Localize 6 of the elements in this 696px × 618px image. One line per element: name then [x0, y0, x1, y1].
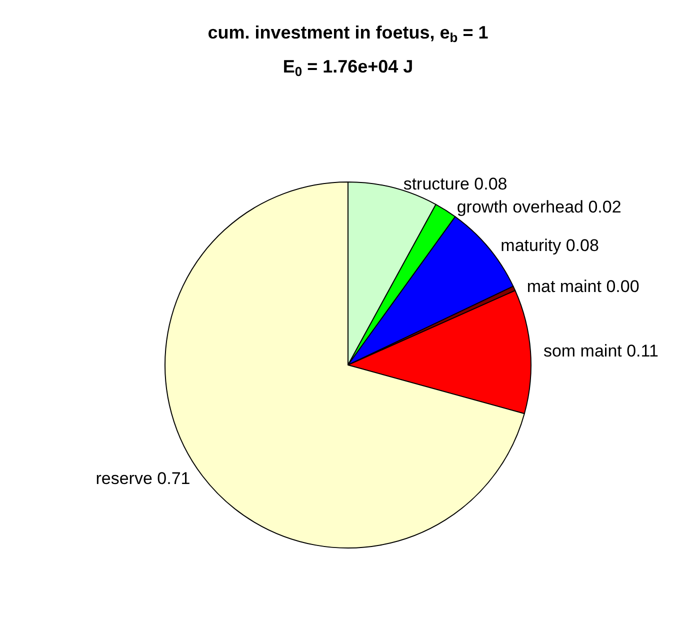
slice-label: growth overhead 0.02 — [456, 197, 622, 216]
slice-label: mat maint 0.00 — [526, 277, 640, 296]
slice-label: som maint 0.11 — [543, 341, 658, 360]
slice-label: reserve 0.71 — [96, 468, 190, 488]
slice-label: structure 0.08 — [403, 174, 508, 194]
slice-label: maturity 0.08 — [500, 236, 599, 255]
